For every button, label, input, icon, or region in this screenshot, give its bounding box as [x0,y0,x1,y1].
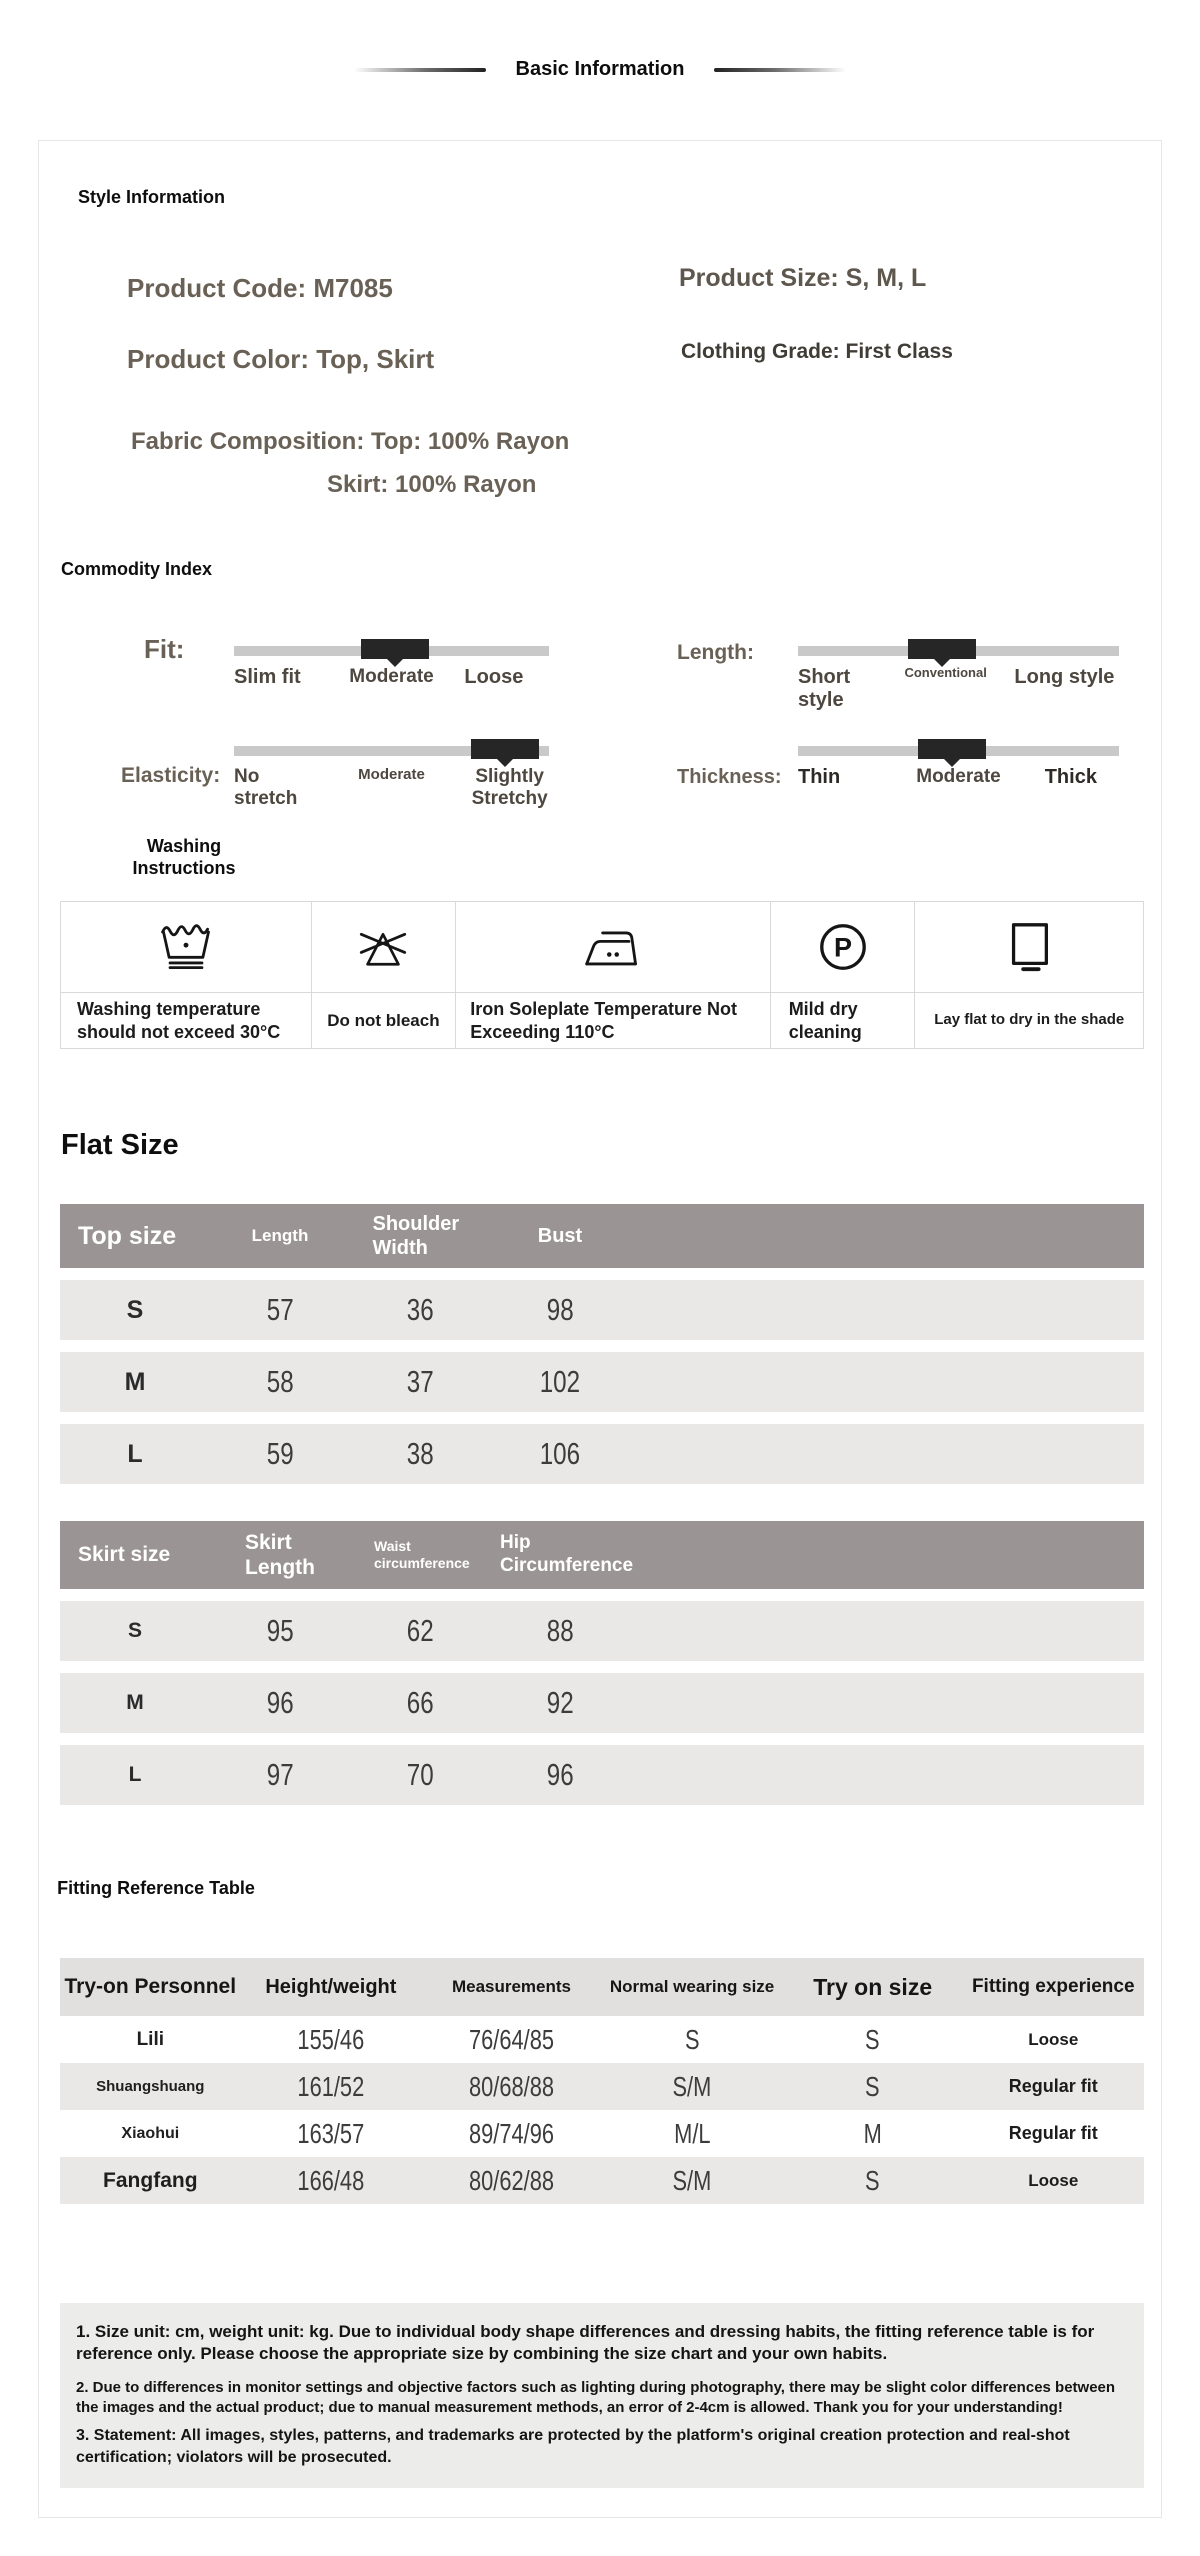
length-slider: Short style Conventional Long style [798,639,1119,712]
fitting-reference-table: Try-on Personnel Height/weight Measureme… [60,1958,1144,2204]
table-row: M 96 66 92 [60,1673,1144,1733]
washing-table: Washing temperature should not exceed 30… [60,901,1144,1049]
note-1: 1. Size unit: cm, weight unit: kg. Due t… [76,2322,1095,2364]
header-waist-circumference: Waist circumference [374,1538,470,1571]
svg-text:P: P [834,933,852,963]
note-2: 2. Due to differences in monitor setting… [76,2378,1116,2416]
style-information-heading: Style Information [78,187,226,207]
length-option-1: Short style [798,666,851,711]
elasticity-label: Elasticity: [121,764,221,787]
washing-col-1: Washing temperature should not exceed 30… [61,902,312,1048]
header-skirt-size: Skirt size [78,1543,171,1566]
washing-instructions-heading: Washing Instructions [132,836,236,878]
elasticity-option-2: Moderate [358,766,425,783]
fit-slider: Slim fit Moderate Loose [234,639,549,689]
header-top-size: Top size [78,1221,177,1250]
thickness-slider-track [798,739,1119,767]
product-code: Product Code: M7085 [127,273,393,303]
top-size-table-header: Top size Length Shoulder Width Bust [60,1204,1144,1268]
top-size-table: Top size Length Shoulder Width Bust S 57… [60,1204,1144,1484]
washing-caption-2: Do not bleach [327,1010,440,1030]
elasticity-slider-track [234,739,549,767]
elasticity-option-3: Slightly Stretchy [471,766,548,809]
fit-slider-track [234,639,549,667]
header-measurements: Measurements [451,1977,572,1996]
table-row: S 95 62 88 [60,1601,1144,1661]
table-row: Xiaohui 163/57 89/74/96 M/L M Regular fi… [121,2117,1098,2149]
mild-dry-clean-p-icon: P [770,902,915,993]
skirt-size-table: Skirt size Skirt Length Waist circumfere… [60,1521,1144,1805]
washing-col-2: Do not bleach [311,902,457,1048]
washing-caption-5: Lay flat to dry in the shade [934,1011,1125,1029]
elasticity-slider-indicator [470,739,539,767]
thickness-slider: Thin Moderate Thick [798,739,1119,789]
header-fitting-experience: Fitting experience [971,1976,1135,1997]
header-try-on-size: Try on size [813,1973,933,2000]
table-row: Lili 155/46 76/64/85 S S Loose [136,2023,1079,2055]
page-title: Basic Information [515,58,685,80]
fabric-composition-line2: Skirt: 100% Rayon [327,471,537,498]
product-color: Product Color: Top, Skirt [127,344,435,374]
thickness-slider-indicator [918,739,987,767]
elasticity-option-1: No stretch [234,766,298,809]
fitting-table-header: Try-on Personnel Height/weight Measureme… [60,1958,1144,2016]
fit-slider-indicator [360,639,429,667]
washing-caption-1: Washing temperature should not exceed 30… [77,999,281,1042]
thickness-label: Thickness: [677,766,782,788]
info-card: Style Information Product Code: M7085 Pr… [38,140,1162,2518]
commodity-index-heading: Commodity Index [61,559,213,579]
table-row: M 58 37 102 [60,1352,1144,1412]
fabric-composition: Fabric Composition: Top: 100% Rayon [131,428,570,455]
dry-flat-shade-icon [915,902,1143,993]
table-row: Shuangshuang 161/52 80/68/88 S/M S Regul… [60,2063,1144,2110]
table-row: L 97 70 96 [60,1745,1144,1805]
skirt-size-table-header: Skirt size Skirt Length Waist circumfere… [60,1521,1144,1589]
fit-option-1: Slim fit [234,666,301,688]
header-skirt-length: Skirt Length [245,1530,315,1579]
washing-col-5: Lay flat to dry in the shade [915,902,1143,1048]
washing-col-3: Iron Soleplate Temperature Not Exceeding… [456,902,771,1048]
fit-label: Fit: [144,634,185,664]
header-shoulder-width: Shoulder Width [372,1213,460,1259]
thickness-option-3: Thick [1044,766,1097,788]
length-slider-indicator [908,639,977,667]
header-bust: Bust [537,1225,583,1247]
decorative-line-right [714,67,847,72]
length-label: Length: [677,641,754,664]
length-option-2: Conventional [904,665,987,680]
length-option-3: Long style [1014,666,1115,688]
thickness-option-2: Moderate [916,766,1001,787]
table-row: Fangfang 166/48 80/62/88 S/M S Loose [60,2157,1144,2204]
washing-col-4: P Mild dry cleaning [770,902,916,1048]
clothing-grade: Clothing Grade: First Class [681,340,953,363]
note-3: 3. Statement: All images, styles, patter… [76,2427,1070,2466]
header-hip-circumference: Hip Circumference [500,1532,634,1576]
table-row: S 57 36 98 [60,1280,1144,1340]
length-slider-track [798,639,1119,667]
notes-block: 1. Size unit: cm, weight unit: kg. Due t… [60,2303,1144,2488]
washing-caption-4: Mild dry cleaning [788,999,862,1042]
header-normal-wearing-size: Normal wearing size [609,1977,775,1996]
fit-option-3: Loose [464,666,524,688]
iron-110-icon [456,902,770,993]
section-header: Basic Information [0,58,1200,81]
header-length: Length [251,1225,309,1245]
wash-tub-30-icon [61,902,311,993]
fitting-reference-heading: Fitting Reference Table [57,1878,255,1898]
product-size: Product Size: S, M, L [679,264,927,292]
decorative-line-left [353,67,486,72]
do-not-bleach-icon [311,902,456,993]
elasticity-slider: No stretch Moderate Slightly Stretchy [234,739,549,810]
washing-caption-3: Iron Soleplate Temperature Not Exceeding… [470,999,737,1042]
header-height-weight: Height/weight [265,1975,397,1998]
fit-option-2: Moderate [349,666,434,687]
flat-size-heading: Flat Size [61,1129,179,1161]
header-try-on-personnel: Try-on Personnel [64,1975,237,1998]
thickness-option-1: Thin [798,766,841,788]
table-row: L 59 38 106 [60,1424,1144,1484]
